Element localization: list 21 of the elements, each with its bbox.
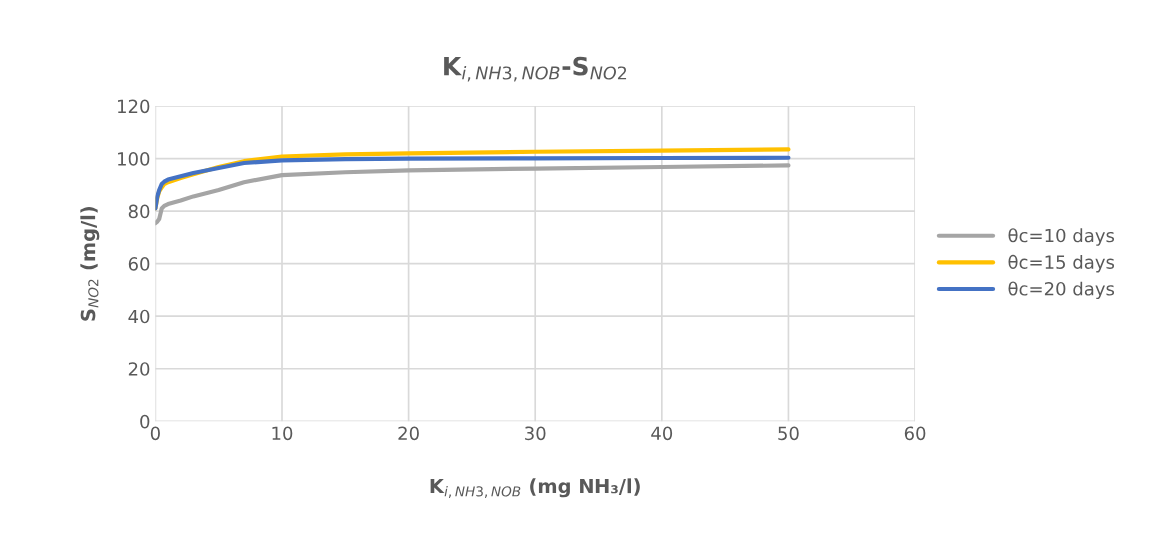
legend-label: θc=10 days bbox=[1008, 228, 1115, 246]
y-axis-title: S$_{NO2}$ (mg/l) bbox=[80, 206, 100, 321]
y-tick-label: 60 bbox=[128, 257, 150, 271]
x-tick-label: 0 bbox=[150, 426, 160, 441]
x-tick-label: 20 bbox=[398, 426, 419, 441]
line-series bbox=[155, 163, 791, 226]
y-tick-label: 80 bbox=[128, 204, 150, 219]
x-tick-label: 10 bbox=[272, 426, 293, 441]
y-tick-label: 100 bbox=[118, 152, 150, 166]
legend-label: θc=15 days bbox=[1008, 254, 1115, 273]
x-tick-label: 50 bbox=[778, 426, 799, 441]
y-tick-label: 0 bbox=[140, 414, 150, 429]
y-tick-label: 120 bbox=[118, 99, 150, 114]
y-tick-label: 40 bbox=[128, 309, 150, 324]
chart-title: K$_{i,NH3,NOB}$-S$_{NO2}$ bbox=[444, 56, 627, 82]
x-tick-label: 40 bbox=[651, 426, 673, 441]
x-axis-title: K$_{i,NH3,NOB}$ (mg NH₃/l) bbox=[430, 478, 640, 498]
y-tick-label: 20 bbox=[128, 362, 150, 376]
x-tick-label: 30 bbox=[525, 426, 546, 441]
legend-label: θc=20 days bbox=[1008, 281, 1115, 300]
x-tick-label: 60 bbox=[904, 426, 926, 441]
